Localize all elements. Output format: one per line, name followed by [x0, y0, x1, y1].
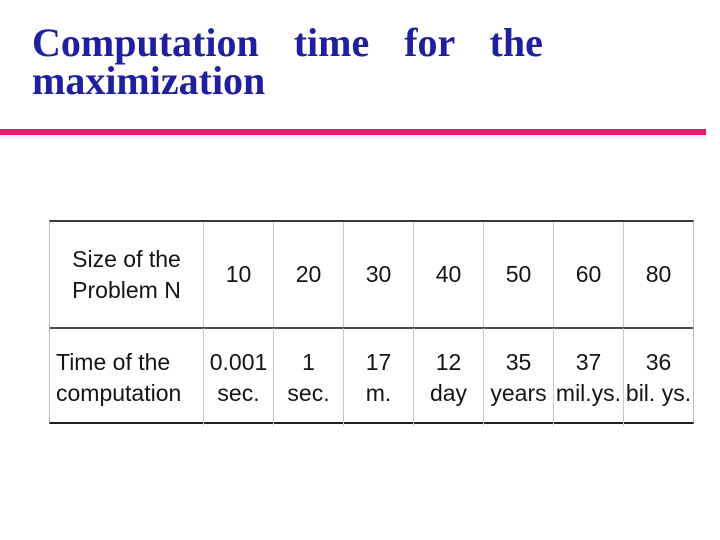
time-amount: 17: [365, 348, 392, 375]
table-time-value-5: 37 mil.ys.: [553, 327, 623, 426]
title-divider-shadow: [0, 135, 706, 139]
computation-time-table: Size of the Problem N 10 20 30 40 50 60 …: [49, 220, 694, 426]
time-unit: sec.: [287, 379, 330, 406]
table-size-value-0: 10: [203, 222, 273, 327]
time-amount: 37: [575, 348, 602, 375]
table-time-value-1: 1 sec.: [273, 327, 343, 426]
slide-title: Computation time for the maximization: [32, 20, 652, 103]
slide-title-line-2: maximization: [32, 58, 266, 103]
table-size-value-4: 50: [483, 222, 553, 327]
time-unit: m.: [365, 379, 392, 406]
table-size-row-label: Size of the Problem N: [72, 245, 181, 303]
table-time-value-2: 17 m.: [343, 327, 413, 426]
time-unit: day: [429, 379, 468, 406]
time-amount: 1: [302, 348, 315, 375]
time-unit: sec.: [217, 379, 260, 406]
time-unit: years: [490, 379, 547, 406]
slide-title-line-1: Computation time for the: [32, 20, 543, 65]
title-divider-line: [0, 129, 706, 135]
table-time-value-4: 35 years: [483, 327, 553, 426]
time-amount: 35: [505, 348, 532, 375]
table-size-value-5: 60: [553, 222, 623, 327]
time-amount: 0.001: [209, 348, 268, 375]
time-unit: mil.ys.: [555, 379, 622, 406]
table-size-value-3: 40: [413, 222, 483, 327]
time-unit: bil. ys.: [625, 379, 692, 406]
time-amount: 12: [435, 348, 462, 375]
table-time-value-3: 12 day: [413, 327, 483, 426]
table-size-value-1: 20: [273, 222, 343, 327]
table-time-value-0: 0.001 sec.: [203, 327, 273, 426]
table-size-value-2: 30: [343, 222, 413, 327]
table-time-row-label: Time of the computation: [50, 327, 203, 426]
time-amount: 36: [645, 348, 672, 375]
table-size-value-6: 80: [623, 222, 693, 327]
table-time-value-6: 36 bil. ys.: [623, 327, 693, 426]
